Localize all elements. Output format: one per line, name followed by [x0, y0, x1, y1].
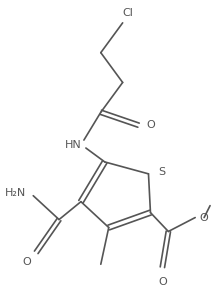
Text: O: O	[23, 257, 31, 267]
Text: O: O	[147, 120, 155, 130]
Text: S: S	[158, 167, 166, 177]
Text: O: O	[199, 213, 208, 223]
Text: O: O	[158, 277, 167, 287]
Text: H₂N: H₂N	[5, 188, 26, 198]
Text: HN: HN	[65, 140, 82, 150]
Text: Cl: Cl	[123, 8, 133, 18]
